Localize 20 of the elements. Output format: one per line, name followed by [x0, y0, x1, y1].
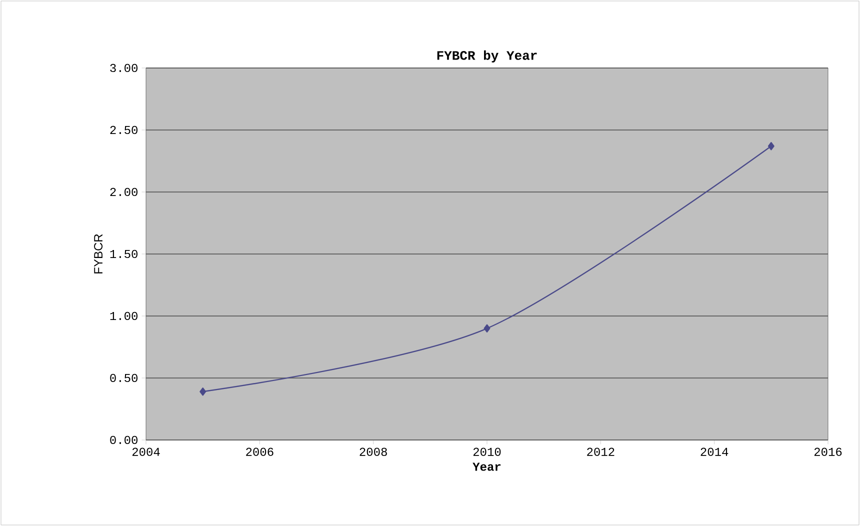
- y-tick-label: 2.00: [110, 188, 138, 196]
- y-tick-label: 1.50: [110, 250, 138, 258]
- point: [484, 324, 490, 332]
- point: [200, 388, 206, 396]
- y-tick-label: 1.00: [110, 312, 138, 320]
- y-axis-title: FYBCR: [94, 234, 103, 274]
- y-tick-label: 3.00: [110, 64, 138, 72]
- y-tick-label: 0.00: [110, 436, 138, 444]
- x-tick-label: 2010: [473, 448, 501, 456]
- x-tick-label: 2014: [700, 448, 728, 456]
- y-tick-label: 2.50: [110, 126, 138, 134]
- x-tick-label: 2006: [246, 448, 274, 456]
- x-tick-label: 2008: [360, 448, 387, 456]
- x-tick-label: 2016: [814, 448, 842, 456]
- point: [768, 142, 774, 150]
- x-tick-label: 2004: [132, 448, 160, 456]
- y-tick-label: 0.50: [110, 374, 138, 382]
- x-tick-label: 2012: [587, 448, 614, 456]
- chart-title: FYBCR by Year: [437, 50, 537, 62]
- x-axis-title: Year: [472, 462, 501, 471]
